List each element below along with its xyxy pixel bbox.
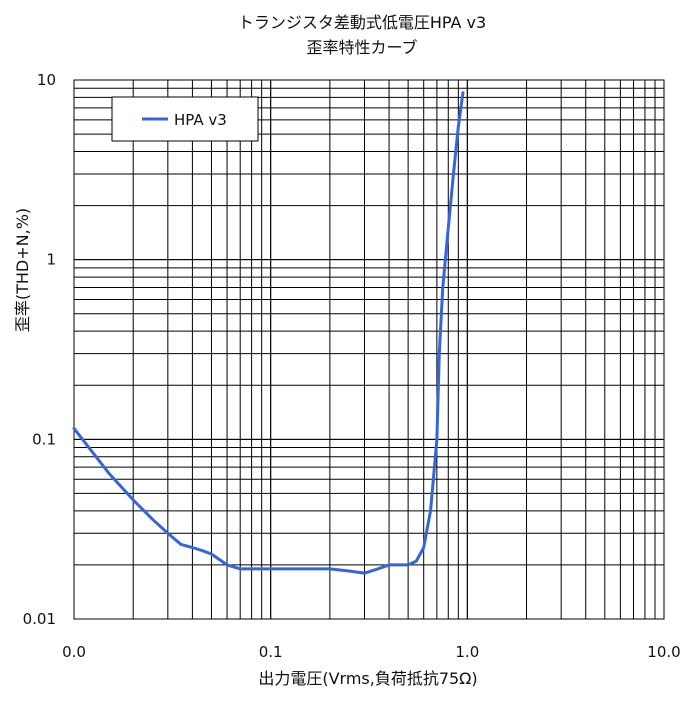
y-axis-label: 歪率(THD+N,%): [13, 208, 32, 332]
chart-subtitle: 歪率特性カーブ: [306, 38, 417, 57]
legend: HPA v3: [111, 96, 259, 142]
plot-grid: [73, 79, 665, 620]
y-tick-label: 0.01: [23, 610, 56, 628]
y-tick-label: 0.1: [32, 430, 56, 448]
x-axis-label: 出力電圧(Vrms,負荷抵抗75Ω): [258, 669, 477, 688]
legend-box: [111, 96, 259, 142]
axis-ticks: 0.0 0.1 1.0 10.0 0.01 0.1 1 10: [23, 71, 681, 661]
x-tick-label: 0.1: [259, 643, 283, 661]
y-tick-label: 1: [46, 251, 56, 269]
x-tick-label: 1.0: [455, 643, 479, 661]
x-tick-label: 10.0: [647, 643, 680, 661]
plot-frame: [73, 79, 665, 620]
y-tick-label: 10: [37, 71, 56, 89]
series-line: [72, 91, 465, 575]
legend-label: HPA v3: [174, 111, 227, 129]
series-group: [72, 91, 465, 575]
chart-title: トランジスタ差動式低電圧HPA v3: [238, 13, 486, 32]
x-tick-label: 0.0: [62, 643, 86, 661]
